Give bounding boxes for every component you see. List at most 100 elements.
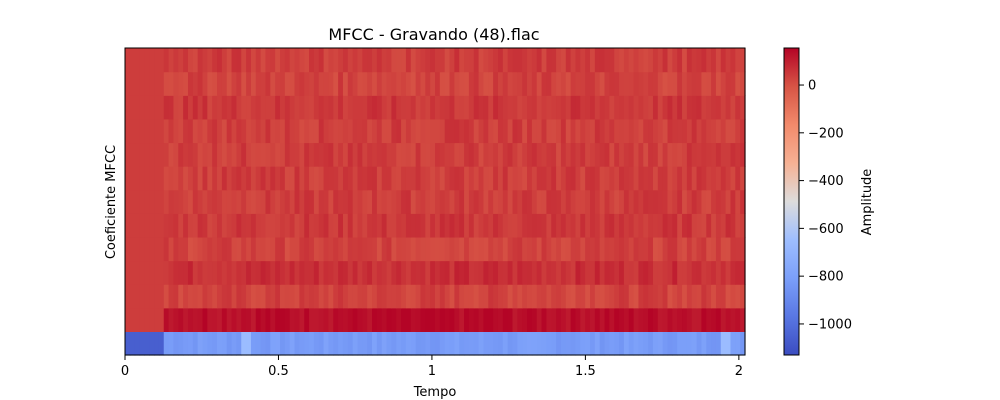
- heatmap-cell: [187, 95, 194, 120]
- heatmap-cell: [570, 71, 577, 96]
- heatmap-cell: [682, 331, 688, 356]
- heatmap-cell: [459, 236, 465, 262]
- heatmap-cell: [430, 71, 436, 96]
- heatmap-cell: [667, 71, 673, 96]
- heatmap-cell: [231, 166, 237, 191]
- heatmap-cell: [362, 260, 368, 285]
- heatmap-cell: [730, 189, 736, 214]
- heatmap-cell: [628, 307, 635, 332]
- heatmap-cell: [435, 307, 441, 332]
- heatmap-cell: [376, 48, 383, 73]
- heatmap-cell: [522, 260, 528, 285]
- heatmap-cell: [502, 95, 509, 120]
- heatmap-cell: [367, 236, 373, 262]
- heatmap-cell: [275, 189, 281, 214]
- heatmap-cell: [672, 118, 678, 144]
- heatmap-cell: [609, 331, 615, 356]
- heatmap-cell: [255, 260, 262, 285]
- chart-title: MFCC - Gravando (48).flac: [328, 25, 539, 44]
- heatmap-cell: [342, 307, 349, 332]
- heatmap-cell: [677, 307, 683, 332]
- heatmap-cell: [711, 71, 717, 96]
- heatmap-cell: [347, 189, 354, 214]
- heatmap-cell: [241, 48, 247, 73]
- heatmap-cell: [342, 260, 349, 285]
- heatmap-cell: [686, 118, 693, 144]
- heatmap-cell: [536, 142, 543, 167]
- heatmap-cell: [275, 166, 281, 191]
- heatmap-cell: [207, 213, 213, 238]
- heatmap-cell: [144, 166, 150, 191]
- heatmap-cell: [546, 260, 552, 285]
- heatmap-cell: [672, 166, 678, 191]
- heatmap-cell: [168, 236, 175, 262]
- heatmap-cell: [682, 118, 688, 144]
- heatmap-cell: [599, 118, 606, 144]
- heatmap-cell: [507, 331, 514, 356]
- heatmap-cell: [139, 118, 145, 144]
- heatmap-cell: [740, 260, 746, 285]
- heatmap-cell: [444, 142, 451, 167]
- heatmap-cell: [706, 260, 712, 285]
- heatmap-cell: [212, 118, 218, 144]
- heatmap-cell: [682, 213, 688, 238]
- heatmap-cell: [221, 260, 228, 285]
- heatmap-cell: [512, 118, 518, 144]
- heatmap-cell: [328, 189, 334, 214]
- heatmap-cell: [246, 260, 252, 285]
- heatmap-cell: [139, 48, 145, 73]
- heatmap-cell: [599, 71, 606, 96]
- heatmap-cell: [187, 71, 194, 96]
- heatmap-cell: [454, 118, 460, 144]
- heatmap-cell: [313, 48, 320, 73]
- heatmap-cell: [212, 71, 218, 96]
- heatmap-cell: [628, 142, 635, 167]
- heatmap-cell: [372, 48, 378, 73]
- heatmap-cell: [502, 213, 509, 238]
- heatmap-cell: [391, 284, 397, 309]
- heatmap-cell: [207, 236, 213, 262]
- heatmap-cell: [725, 260, 732, 285]
- heatmap-cell: [376, 189, 383, 214]
- heatmap-cell: [381, 260, 388, 285]
- heatmap-cell: [633, 95, 640, 120]
- heatmap-cell: [183, 118, 189, 144]
- heatmap-cell: [468, 142, 475, 167]
- heatmap-cell: [304, 118, 310, 144]
- heatmap-cell: [357, 71, 363, 96]
- heatmap-cell: [473, 331, 480, 356]
- heatmap-cell: [299, 284, 305, 309]
- heatmap-cell: [454, 189, 460, 214]
- heatmap-cell: [667, 213, 673, 238]
- heatmap-cell: [231, 307, 237, 332]
- heatmap-cell: [192, 71, 199, 96]
- heatmap-cell: [342, 71, 349, 96]
- heatmap-cell: [246, 48, 252, 73]
- heatmap-cell: [590, 118, 596, 144]
- heatmap-cell: [468, 236, 475, 262]
- heatmap-cell: [396, 236, 402, 262]
- heatmap-cell: [139, 142, 145, 167]
- heatmap-cell: [163, 284, 170, 309]
- heatmap-cell: [556, 166, 562, 191]
- heatmap-cell: [284, 189, 291, 214]
- heatmap-cell: [623, 189, 630, 214]
- heatmap-cell: [507, 71, 514, 96]
- heatmap-cell: [362, 189, 368, 214]
- heatmap-cell: [454, 71, 460, 96]
- heatmap-cell: [168, 260, 175, 285]
- heatmap-cell: [609, 284, 615, 309]
- heatmap-cell: [289, 260, 296, 285]
- heatmap-cell: [473, 284, 480, 309]
- heatmap-cell: [217, 142, 223, 167]
- heatmap-cell: [715, 307, 722, 332]
- heatmap-cell: [396, 260, 402, 285]
- heatmap-cell: [527, 236, 533, 262]
- heatmap-cell: [381, 284, 388, 309]
- heatmap-cell: [493, 307, 499, 332]
- heatmap-cell: [226, 48, 233, 73]
- heatmap-cell: [623, 213, 630, 238]
- heatmap-cell: [652, 95, 659, 120]
- heatmap-cell: [318, 118, 325, 144]
- heatmap-cell: [173, 236, 179, 262]
